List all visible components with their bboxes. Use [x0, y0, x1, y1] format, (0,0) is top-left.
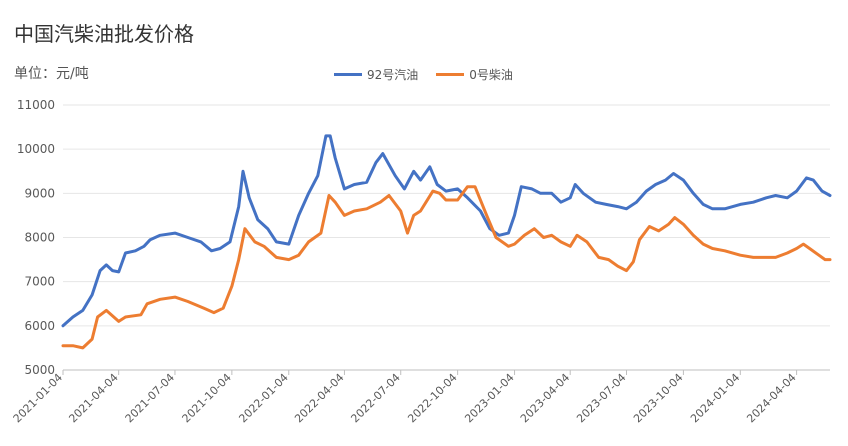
unit-label: 单位：元/吨: [14, 66, 89, 82]
x-tick-label: 2023-10-04: [631, 371, 685, 425]
x-tick-label: 2021-10-04: [180, 371, 234, 425]
y-tick-label: 9000: [24, 186, 55, 200]
legend-swatch-diesel: [436, 73, 465, 76]
x-tick-label: 2022-01-04: [236, 371, 290, 425]
chart-title: 中国汽柴油批发价格: [14, 22, 194, 46]
y-tick-label: 5000: [24, 363, 55, 377]
legend-item-diesel: 0号柴油: [436, 66, 513, 83]
y-tick-label: 7000: [24, 275, 55, 289]
x-tick-label: 2023-04-04: [518, 371, 572, 425]
y-tick-label: 11000: [17, 98, 55, 112]
x-tick-label: 2024-01-04: [688, 371, 742, 425]
x-tick-label: 2021-01-04: [11, 371, 65, 425]
x-tick-label: 2024-04-04: [744, 371, 798, 425]
legend-label-diesel: 0号柴油: [469, 68, 513, 82]
legend-label-gasoline: 92号汽油: [367, 68, 419, 82]
x-tick-label: 2021-07-04: [123, 371, 177, 425]
x-tick-label: 2022-10-04: [405, 371, 459, 425]
x-tick-label: 2022-07-04: [348, 371, 402, 425]
x-tick-label: 2023-07-04: [574, 371, 628, 425]
x-tick-label: 2022-04-04: [292, 371, 346, 425]
legend-item-gasoline: 92号汽油: [334, 66, 418, 83]
x-tick-label: 2023-01-04: [462, 371, 516, 425]
x-tick-label: 2021-04-04: [66, 371, 120, 425]
y-tick-label: 8000: [24, 231, 55, 245]
series-line-gasoline: [61, 134, 832, 328]
y-tick-label: 6000: [24, 319, 55, 333]
legend-swatch-gasoline: [334, 73, 362, 76]
y-tick-label: 10000: [17, 142, 55, 156]
legend: 92号汽油 0号柴油: [334, 66, 513, 83]
series-line-diesel: [61, 185, 832, 350]
